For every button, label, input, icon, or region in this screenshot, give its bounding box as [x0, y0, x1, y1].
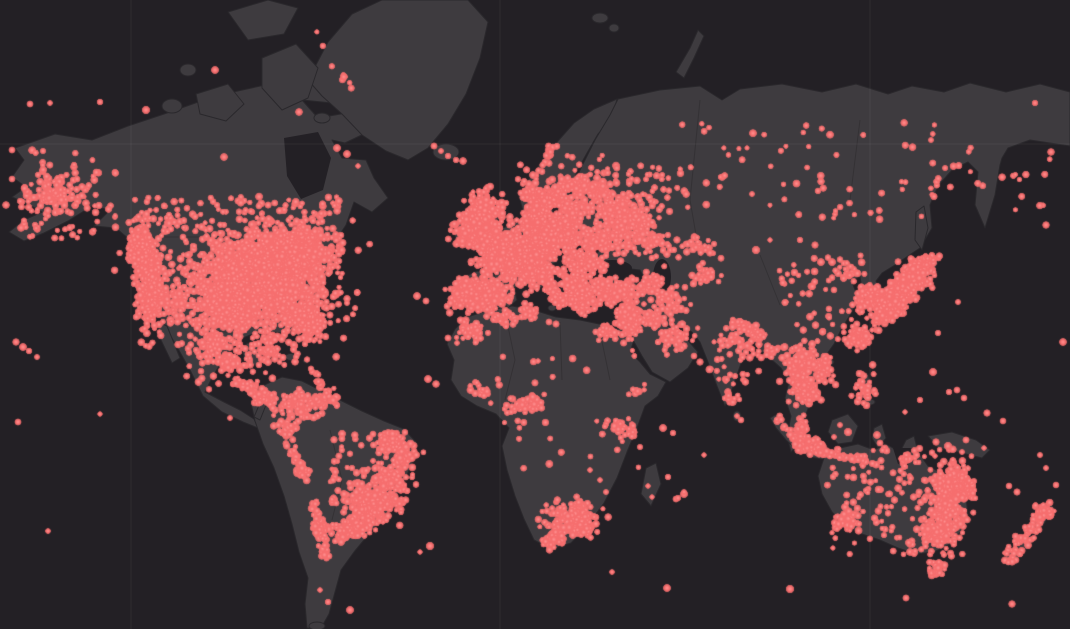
location-dots-layer [0, 0, 1070, 629]
world-map[interactable] [0, 0, 1070, 629]
